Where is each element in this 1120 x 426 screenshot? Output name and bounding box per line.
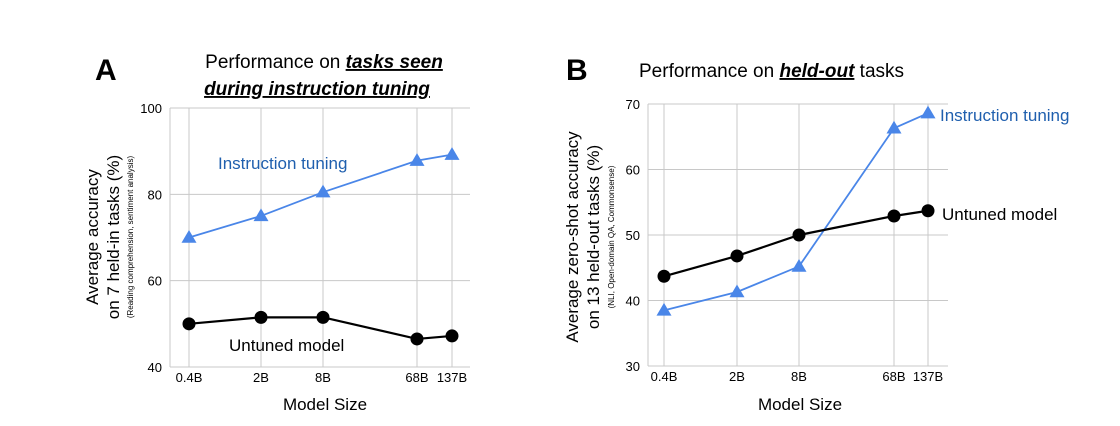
panel-a-gridlines [169, 107, 470, 368]
panel-b-point-untuned-model-2B [730, 249, 744, 263]
panel-b-ylabel-2: on 13 held-out tasks (%) [584, 145, 603, 329]
panel-a-point-untuned-model-68B [410, 332, 424, 346]
panel-b-series [656, 105, 936, 316]
panel-a-ylabel-2: on 7 held-in tasks (%) [104, 155, 123, 319]
panel-b-xtick-137B: 137B [913, 369, 943, 384]
panel-a-xtick-0.4B: 0.4B [176, 370, 203, 385]
panel-b-label-untuned-model: Untuned model [942, 205, 1057, 224]
panel-b-point-instruction-tuning-8B [791, 258, 807, 272]
panel-a-xtick-2B: 2B [253, 370, 269, 385]
panel-a-xtick-68B: 68B [405, 370, 428, 385]
panel-a-point-untuned-model-2B [254, 310, 268, 324]
panel-b-y-ticks: 30 40 50 60 70 [626, 97, 640, 374]
panel-b-point-untuned-model-8B [792, 228, 806, 242]
panel-b-xtick-2B: 2B [729, 369, 745, 384]
panel-b-ytick-70: 70 [626, 97, 640, 112]
panel-b-point-untuned-model-0.4B [657, 269, 671, 283]
panel-b-ylabel-1: Average zero-shot accuracy [563, 131, 582, 343]
panel-b-letter: B [566, 54, 588, 87]
panel-b-point-instruction-tuning-68B [886, 120, 902, 134]
panel-b-xtick-68B: 68B [882, 369, 905, 384]
panel-a-ytick-100: 100 [140, 101, 162, 116]
panel-a-letter: A [95, 54, 117, 87]
panel-b-ytick-50: 50 [626, 228, 640, 243]
panel-b-line-instruction-tuning [663, 112, 929, 312]
panel-a-ytick-40: 40 [148, 360, 162, 375]
panel-b-title-suffix: tasks [854, 61, 904, 82]
panel-a-point-instruction-tuning-137B [444, 147, 460, 160]
panel-a-point-instruction-tuning-0.4B [181, 230, 197, 243]
panel-b-title: Performance on held-out tasks [639, 61, 904, 82]
panel-a-title-prefix: Performance on [205, 52, 345, 73]
panel-b-x-ticks: 0.4B 2B 8B 68B 137B [651, 369, 944, 384]
panel-a-ylabel-3: (Reading comprehension, sentiment analys… [126, 156, 135, 319]
panel-b-point-untuned-model-137B [921, 204, 935, 218]
panel-b-ytick-60: 60 [626, 163, 640, 178]
panel-a-series [181, 147, 460, 346]
panel-b-point-untuned-model-68B [887, 209, 901, 223]
panel-b-ytick-30: 30 [626, 359, 640, 374]
panel-a-point-untuned-model-8B [316, 310, 330, 324]
panel-a-ylabel-1: Average accuracy [83, 169, 102, 305]
panel-a-title-line2: during instruction tuning [204, 79, 430, 100]
panel-b-point-instruction-tuning-0.4B [656, 302, 672, 316]
panel-a-ytick-60: 60 [148, 274, 162, 289]
panel-a-ytick-80: 80 [148, 187, 162, 202]
panel-b-ytick-40: 40 [626, 294, 640, 309]
panel-b-xtick-8B: 8B [791, 369, 807, 384]
panel-a-point-instruction-tuning-68B [409, 153, 425, 166]
panel-b: B Performance on held-out tasks 30 40 50 60… [563, 54, 1069, 414]
panel-a-point-instruction-tuning-2B [253, 208, 269, 222]
panel-a-point-untuned-model-0.4B [182, 317, 196, 331]
panel-b-point-instruction-tuning-2B [729, 284, 745, 298]
panel-a-xlabel: Model Size [283, 395, 367, 414]
panel-b-title-prefix: Performance on [639, 61, 779, 82]
panel-b-label-instruction-tuning: Instruction tuning [940, 106, 1069, 125]
panel-b-title-emph: held-out [779, 61, 855, 82]
panel-b-xlabel: Model Size [758, 395, 842, 414]
panel-a-title: Performance on tasks seen [205, 52, 443, 73]
panel-b-point-instruction-tuning-137B [920, 105, 936, 119]
panel-a-label-instruction-tuning: Instruction tuning [218, 154, 347, 173]
panel-a: A Performance on tasks seen during instr… [83, 52, 470, 414]
panel-a-y-ticks: 40 60 80 100 [140, 101, 162, 375]
panel-a-xtick-8B: 8B [315, 370, 331, 385]
panel-a-point-untuned-model-137B [445, 329, 459, 343]
panel-a-point-instruction-tuning-8B [315, 184, 331, 198]
panel-a-label-untuned-model: Untuned model [229, 336, 344, 355]
panel-a-x-ticks: 0.4B 2B 8B 68B 137B [176, 370, 468, 385]
panel-b-ylabel-3: (NLI, Open-domain QA, Commonsense) [607, 165, 616, 308]
panel-a-xtick-137B: 137B [437, 370, 467, 385]
panel-a-title-emph-1: tasks seen [346, 52, 443, 73]
panel-b-xtick-0.4B: 0.4B [651, 369, 678, 384]
